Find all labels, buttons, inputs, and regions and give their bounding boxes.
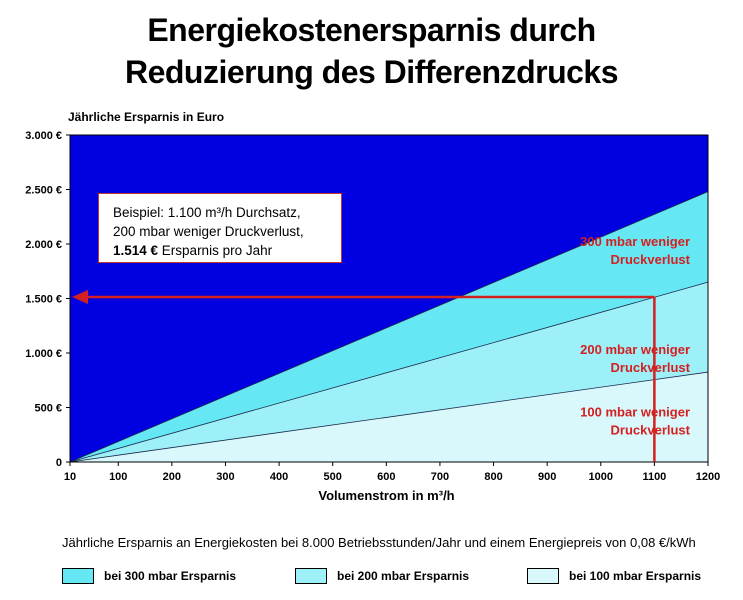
- y-tick-label: 2.500 €: [25, 185, 62, 197]
- x-tick-label: 1000: [589, 471, 613, 483]
- callout-value: 1.514 €: [113, 243, 159, 258]
- series-line-area-100-mbar: [69, 371, 709, 463]
- x-tick-label: 800: [484, 471, 502, 483]
- legend-label-200: bei 200 mbar Ersparnis: [337, 569, 470, 583]
- x-tick-label: 600: [377, 471, 395, 483]
- series-line-area-300-mbar: [69, 191, 709, 463]
- callout-line2: 200 mbar weniger Druckverlust,: [113, 224, 304, 239]
- annotation-line2: Druckverlust: [611, 360, 691, 375]
- annotation-line1: 200 mbar weniger: [580, 342, 690, 357]
- callout-line1: Beispiel: 1.100 m³/h Durchsatz,: [113, 205, 301, 220]
- x-tick-label: 10: [64, 471, 76, 483]
- legend-swatch-300: [62, 568, 94, 584]
- series-line-area-200-mbar: [69, 281, 709, 463]
- y-tick-label: 0: [56, 457, 62, 469]
- x-tick-label: 100: [109, 471, 127, 483]
- footnote: Jährliche Ersparnis an Energiekosten bei…: [62, 535, 696, 550]
- x-tick-label: 900: [538, 471, 556, 483]
- annotation-line2: Druckverlust: [611, 423, 691, 438]
- y-tick-label: 3.000 €: [25, 130, 62, 142]
- annotation-line1: 100 mbar weniger: [580, 405, 690, 420]
- y-axis-label: Jährliche Ersparnis in Euro: [68, 110, 225, 124]
- y-tick-label: 500 €: [34, 403, 62, 415]
- x-axis-label: Volumenstrom in m³/h: [318, 488, 455, 503]
- legend-item-300: bei 300 mbar Ersparnis: [62, 567, 236, 585]
- y-tick-label: 1.000 €: [25, 348, 62, 360]
- annotation-line2: Druckverlust: [611, 252, 691, 267]
- example-callout: Beispiel: 1.100 m³/h Durchsatz, 200 mbar…: [98, 193, 342, 263]
- annotation-line1: 300 mbar weniger: [580, 234, 690, 249]
- legend-swatch-100: [527, 568, 559, 584]
- callout-line3: 1.514 € Ersparnis pro Jahr: [113, 241, 331, 260]
- legend-swatch-200: [295, 568, 327, 584]
- y-tick-label: 2.000 €: [25, 239, 62, 251]
- x-tick-label: 400: [270, 471, 288, 483]
- legend-item-200: bei 200 mbar Ersparnis: [295, 567, 469, 585]
- y-tick-label: 1.500 €: [25, 294, 62, 306]
- x-tick-label: 300: [216, 471, 234, 483]
- x-tick-label: 200: [163, 471, 181, 483]
- x-tick-label: 700: [431, 471, 449, 483]
- chart-title-line1: Energiekostenersparnis durch: [147, 12, 596, 48]
- x-tick-label: 500: [324, 471, 342, 483]
- x-tick-label: 1200: [696, 471, 720, 483]
- legend-item-100: bei 100 mbar Ersparnis: [527, 567, 701, 585]
- highlight-arrowhead: [72, 289, 88, 304]
- legend-label-100: bei 100 mbar Ersparnis: [569, 569, 702, 583]
- x-tick-label: 1100: [642, 471, 666, 483]
- chart-title-line2: Reduzierung des Differenzdrucks: [124, 54, 619, 90]
- callout-line3-rest: Ersparnis pro Jahr: [158, 243, 273, 258]
- legend-label-300: bei 300 mbar Ersparnis: [104, 569, 237, 583]
